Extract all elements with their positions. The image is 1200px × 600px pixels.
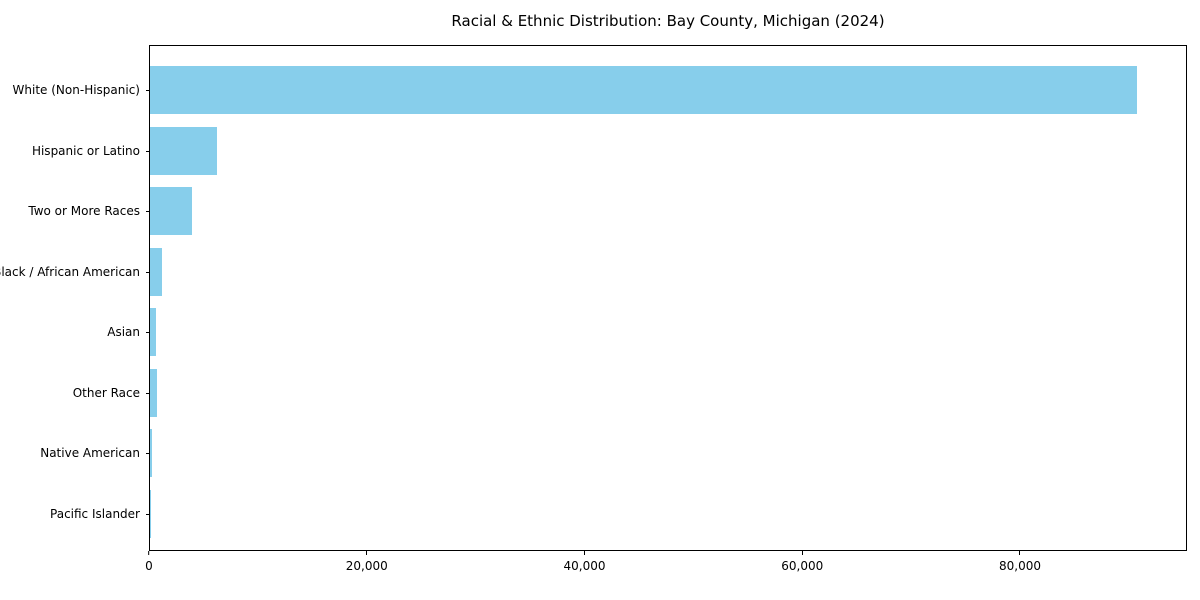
bar-native-american <box>150 429 153 478</box>
y-axis-label: Other Race <box>72 385 140 400</box>
y-tick-mark <box>146 392 150 394</box>
x-tick-label: 40,000 <box>563 559 606 573</box>
plot-rows: White (Non-Hispanic) Hispanic or Latino Tw… <box>0 46 1186 550</box>
y-axis-label: White (Non-Hispanic) <box>12 83 140 98</box>
x-tick-mark <box>1019 551 1021 555</box>
bar-black-african-american <box>150 247 162 296</box>
y-tick-mark <box>146 453 150 455</box>
bar-asian <box>150 308 156 357</box>
x-tick-mark <box>583 551 585 555</box>
x-tick-40000: 40,000 <box>563 551 605 573</box>
bar-white-non-hispanic <box>150 66 1137 115</box>
x-tick-label: 60,000 <box>781 559 824 573</box>
x-tick-0: 0 <box>145 551 153 573</box>
y-axis-label: Two or More Races <box>28 204 140 219</box>
y-tick-mark <box>146 150 150 152</box>
bar-row-pacific-islander: Pacific Islander <box>50 484 1186 545</box>
bar-row-two-or-more-races: Two or More Races <box>28 181 1186 242</box>
y-tick-mark <box>146 271 150 273</box>
y-tick-mark <box>146 90 150 92</box>
bar-row-other-race: Other Race <box>73 363 1186 424</box>
x-axis-ticks: 0 20,000 40,000 60,000 80,000 <box>145 551 1187 587</box>
x-tick-mark <box>366 551 368 555</box>
y-tick-mark <box>146 211 150 213</box>
bar-row-black-african-american: Black / African American <box>0 242 1186 303</box>
y-axis-label: Native American <box>40 446 140 461</box>
bar-other-race <box>150 368 158 417</box>
x-tick-mark <box>801 551 803 555</box>
x-tick-label: 80,000 <box>998 559 1041 573</box>
y-tick-mark <box>146 513 150 515</box>
chart-title: Racial & Ethnic Distribution: Bay County… <box>451 12 885 30</box>
x-tick-label: 20,000 <box>345 559 388 573</box>
y-axis-label: Asian <box>107 325 140 340</box>
x-tick-80000: 80,000 <box>999 551 1041 573</box>
x-tick-label: 0 <box>145 559 153 573</box>
y-axis-label: Black / African American <box>0 264 140 279</box>
x-tick-60000: 60,000 <box>781 551 823 573</box>
x-tick-20000: 20,000 <box>346 551 388 573</box>
plot-area: White (Non-Hispanic) Hispanic or Latino Tw… <box>0 45 1187 551</box>
bar-two-or-more-races <box>150 187 193 236</box>
y-tick-mark <box>146 332 150 334</box>
y-axis-label: Pacific Islander <box>50 506 140 521</box>
bar-row-native-american: Native American <box>40 423 1186 484</box>
bar-row-white-non-hispanic: White (Non-Hispanic) <box>13 60 1186 121</box>
x-tick-mark <box>148 551 150 555</box>
bar-hispanic-or-latino <box>150 126 218 175</box>
y-axis-label: Hispanic or Latino <box>31 143 140 158</box>
bar-row-asian: Asian <box>107 302 1186 363</box>
bar-row-hispanic-or-latino: Hispanic or Latino <box>32 121 1186 182</box>
